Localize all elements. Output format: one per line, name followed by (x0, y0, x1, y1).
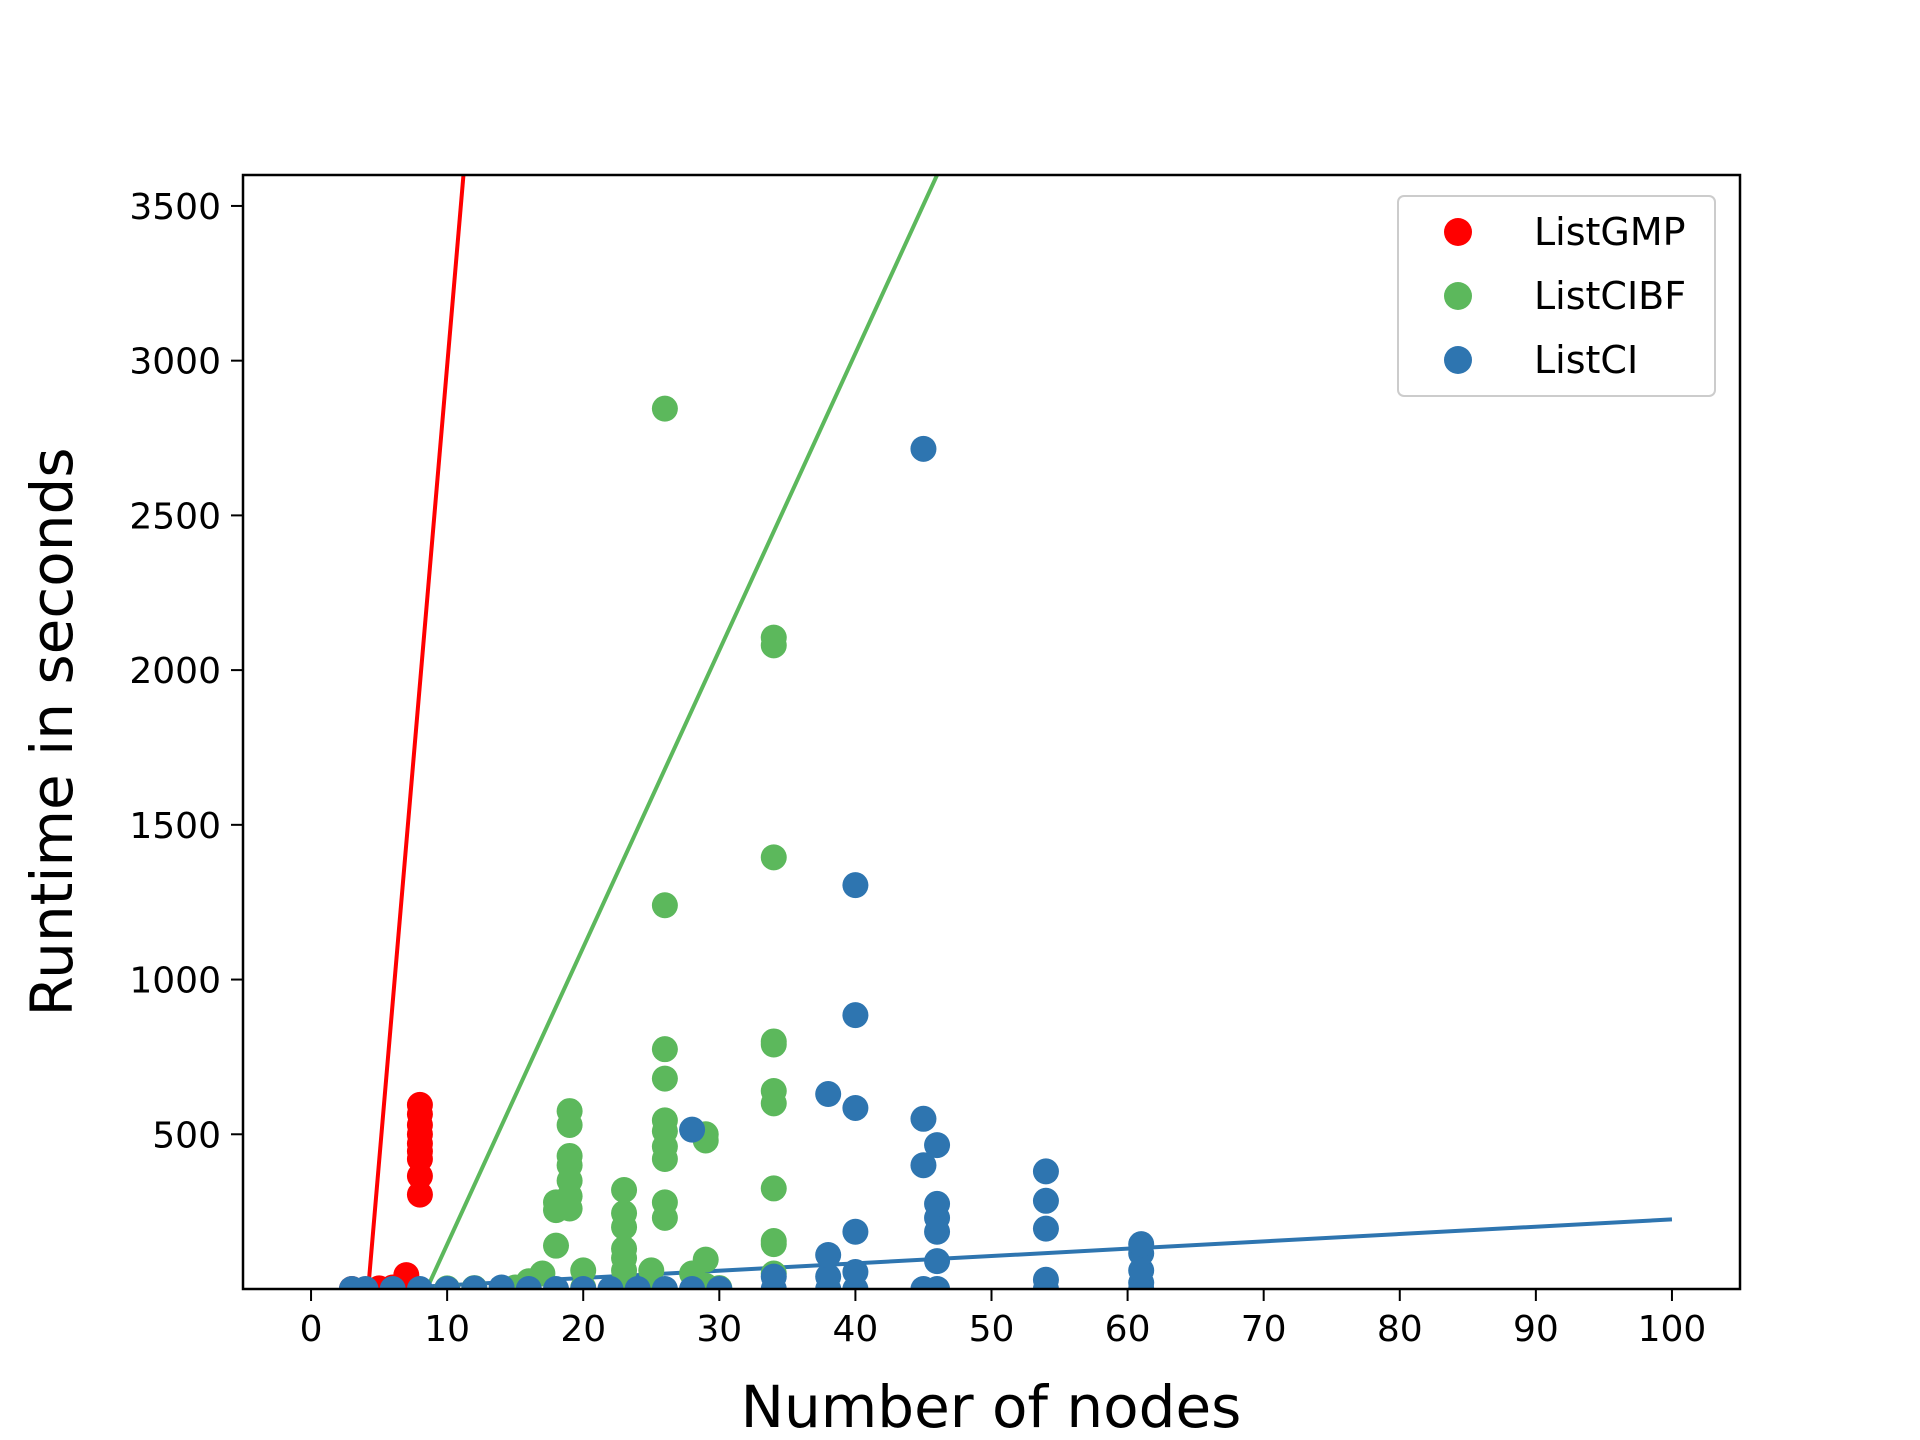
data-point-listci (624, 1276, 651, 1289)
data-point-listci (842, 1218, 869, 1245)
legend-label-listcibf: ListCIBF (1534, 274, 1686, 318)
x-tick-label: 20 (560, 1309, 606, 1350)
data-point-listci (1128, 1231, 1155, 1258)
x-tick-label: 60 (1105, 1309, 1151, 1350)
data-point-listci (1032, 1158, 1059, 1185)
legend: ListGMP ListCIBF ListCI (1397, 195, 1716, 397)
legend-marker-listcibf (1444, 282, 1472, 310)
data-point-listci (679, 1276, 706, 1289)
x-tick-label: 10 (424, 1309, 470, 1350)
y-axis-label: Runtime in seconds (18, 447, 86, 1016)
data-point-listcibf (651, 1189, 678, 1216)
data-point-listci (842, 872, 869, 899)
data-point-listci (434, 1276, 461, 1289)
data-point-listci (406, 1276, 433, 1289)
data-point-listcibf (760, 624, 787, 651)
data-point-listci (910, 1152, 937, 1179)
data-point-listcibf (760, 844, 787, 871)
data-point-listci (597, 1276, 624, 1289)
data-point-listci (815, 1241, 842, 1268)
data-point-listci (924, 1132, 951, 1159)
y-tick-label: 2000 (129, 651, 221, 692)
y-tick-label: 500 (152, 1115, 221, 1156)
data-point-listci (352, 1276, 379, 1289)
data-point-listci (842, 1002, 869, 1029)
legend-marker-listci (1444, 346, 1472, 374)
data-point-listcibf (651, 892, 678, 919)
data-points (338, 395, 1155, 1289)
data-point-listci (924, 1190, 951, 1217)
x-tick-label: 0 (300, 1309, 323, 1350)
data-point-listcibf (556, 1098, 583, 1125)
data-point-listci (651, 1276, 678, 1289)
data-point-listci (924, 1276, 951, 1289)
data-point-listci (706, 1276, 733, 1289)
fit-line-listcibf (424, 175, 939, 1289)
y-tick-label: 3000 (129, 342, 221, 383)
fit-line-listci (378, 1217, 1673, 1289)
y-tick-label: 1500 (129, 806, 221, 847)
data-point-listci (379, 1276, 406, 1289)
data-point-listcibf (760, 1077, 787, 1104)
data-point-listci (679, 1116, 706, 1143)
data-point-listci (515, 1276, 542, 1289)
data-point-listci (842, 1094, 869, 1121)
data-point-listcibf (556, 1142, 583, 1169)
data-point-listcibf (611, 1200, 638, 1227)
x-tick-label: 30 (696, 1309, 742, 1350)
series-listci (338, 435, 1155, 1289)
x-axis-ticks: 0 10 20 30 40 50 60 70 80 90 100 (300, 1289, 1707, 1350)
data-point-listcibf (651, 1036, 678, 1063)
x-tick-label: 70 (1241, 1309, 1287, 1350)
data-point-listci (1032, 1266, 1059, 1289)
data-point-listci (910, 435, 937, 462)
x-tick-label: 90 (1513, 1309, 1559, 1350)
x-tick-label: 100 (1638, 1309, 1707, 1350)
data-point-listcibf (651, 1065, 678, 1092)
data-point-listci (842, 1258, 869, 1285)
data-point-listgmp (406, 1181, 433, 1208)
data-point-listci (543, 1276, 570, 1289)
data-point-listgmp (406, 1091, 433, 1118)
legend-label-listci: ListCI (1534, 338, 1638, 382)
data-point-listci (1032, 1215, 1059, 1242)
fit-line-listgmp (366, 175, 466, 1289)
y-tick-label: 3500 (129, 187, 221, 228)
data-point-listci (1032, 1187, 1059, 1214)
fit-lines (366, 175, 1673, 1289)
x-tick-label: 80 (1377, 1309, 1423, 1350)
data-point-listcibf (611, 1235, 638, 1262)
data-point-listci (461, 1275, 488, 1289)
legend-marker-listgmp (1444, 218, 1472, 246)
x-tick-label: 50 (969, 1309, 1015, 1350)
data-point-listci (760, 1263, 787, 1289)
series-listgmp (338, 1091, 433, 1289)
data-point-listci (815, 1263, 842, 1289)
x-tick-label: 40 (833, 1309, 879, 1350)
data-point-listcibf (543, 1232, 570, 1259)
y-tick-label: 1000 (129, 961, 221, 1002)
data-point-listcibf (760, 1228, 787, 1255)
data-point-listcibf (760, 1175, 787, 1202)
legend-frame (1397, 195, 1716, 397)
data-point-listci (488, 1274, 515, 1289)
data-point-listcibf (651, 1107, 678, 1134)
data-point-listcibf (692, 1246, 719, 1273)
data-point-listci (910, 1105, 937, 1132)
data-point-listci (924, 1248, 951, 1275)
series-listcibf (434, 395, 787, 1289)
data-point-listcibf (760, 1028, 787, 1055)
y-tick-label: 2500 (129, 496, 221, 537)
data-point-listci (570, 1276, 597, 1289)
data-point-listcibf (611, 1176, 638, 1203)
data-point-listci (815, 1081, 842, 1108)
x-axis-label: Number of nodes (741, 1373, 1242, 1440)
data-point-listcibf (651, 395, 678, 422)
legend-label-listgmp: ListGMP (1534, 210, 1686, 254)
y-axis-ticks: 500 1000 1500 2000 2500 3000 3500 (129, 187, 243, 1156)
